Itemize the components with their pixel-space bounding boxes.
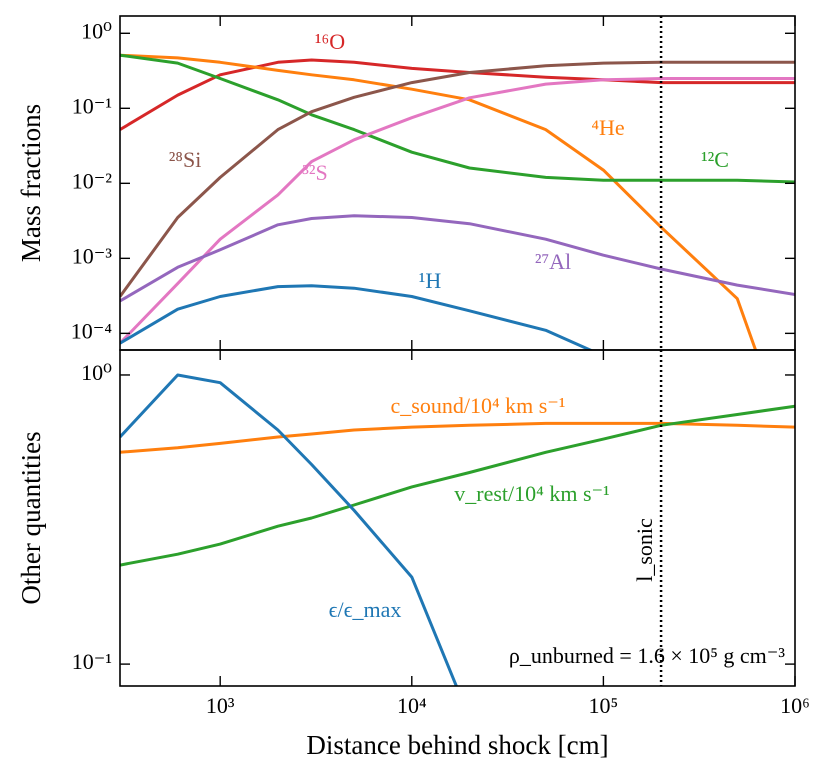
x-tick-label: 10⁶ xyxy=(780,693,810,718)
axes-frame xyxy=(119,349,796,687)
x-axis-label: Distance behind shock [cm] xyxy=(306,730,608,760)
y-tick-label: 10⁰ xyxy=(81,360,112,385)
series-label: ³²S xyxy=(302,160,327,185)
plot-area xyxy=(120,53,795,350)
series-label: ⁴He xyxy=(591,115,624,140)
series-line xyxy=(120,373,458,686)
series-label: v_rest/10⁴ km s⁻¹ xyxy=(454,481,609,506)
y-tick-label: 10⁻¹ xyxy=(72,93,112,118)
y-axis-label: Mass fractions xyxy=(16,104,46,262)
x-tick-label: 10³ xyxy=(206,693,235,718)
series-line xyxy=(120,214,795,303)
series-line xyxy=(120,421,795,454)
series-line xyxy=(120,58,795,131)
sonic-label: l_sonic xyxy=(632,518,657,582)
series-line xyxy=(120,77,795,345)
annotation: ρ_unburned = 1.6 × 10⁵ g cm⁻³ xyxy=(509,643,786,668)
series-line xyxy=(120,53,795,184)
y-axis-label: Other quantities xyxy=(16,431,46,604)
y-tick-label: 10⁻⁴ xyxy=(71,318,113,343)
axes-frame xyxy=(119,15,796,351)
series-label: ¹²C xyxy=(701,147,729,172)
series-line xyxy=(120,284,594,350)
y-tick-label: 10⁻² xyxy=(72,168,113,193)
series-label: ²⁷Al xyxy=(535,249,571,274)
series-label: ²⁸Si xyxy=(169,147,202,172)
series-label: c_sound/10⁴ km s⁻¹ xyxy=(391,393,566,418)
y-tick-label: 10⁰ xyxy=(81,18,112,43)
series-label: ¹⁶O xyxy=(315,29,345,54)
y-tick-label: 10⁻¹ xyxy=(72,649,112,674)
series-label: ϵ/ϵ_max xyxy=(329,597,402,622)
y-tick-label: 10⁻³ xyxy=(72,243,113,268)
x-tick-label: 10⁵ xyxy=(589,693,619,718)
x-tick-label: 10⁴ xyxy=(397,693,427,718)
series-label: ¹H xyxy=(419,268,442,293)
